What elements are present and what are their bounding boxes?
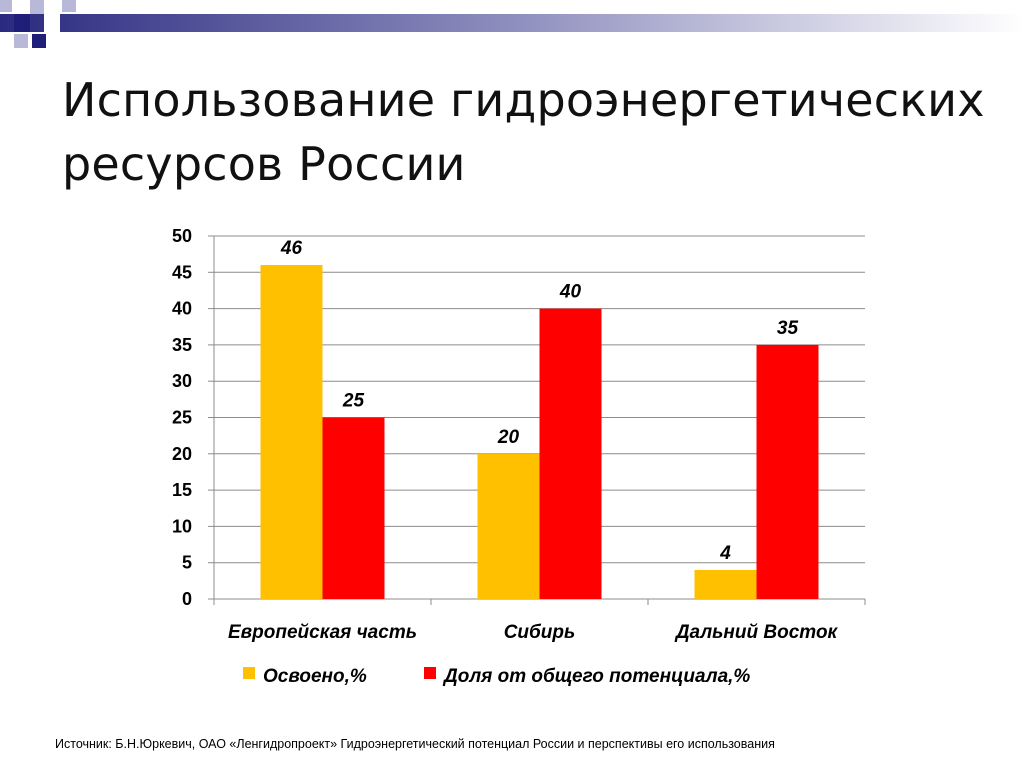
header-square xyxy=(14,14,30,32)
header-square xyxy=(62,0,76,12)
x-tick-label: Дальний Восток xyxy=(674,622,839,643)
y-tick-label: 0 xyxy=(182,589,192,609)
header-square xyxy=(14,34,28,48)
data-label: 40 xyxy=(559,282,582,303)
y-tick-label: 5 xyxy=(182,553,192,573)
header-decoration xyxy=(0,0,1024,48)
title-line-2: ресурсов России xyxy=(62,137,466,191)
y-tick-label: 30 xyxy=(172,371,192,391)
y-tick-label: 40 xyxy=(172,299,192,319)
data-label: 4 xyxy=(719,543,731,564)
bar-potential-share xyxy=(322,417,385,599)
data-label: 46 xyxy=(280,238,303,259)
legend-swatch xyxy=(424,667,436,679)
y-tick-label: 15 xyxy=(172,480,192,500)
header-square xyxy=(44,14,60,32)
x-tick-label: Европейская часть xyxy=(228,622,417,643)
header-square xyxy=(0,0,12,12)
bar-developed xyxy=(260,265,323,599)
y-tick-label: 50 xyxy=(172,226,192,246)
legend-label: Освоено,% xyxy=(263,666,367,687)
y-tick-label: 25 xyxy=(172,408,192,428)
y-tick-label: 45 xyxy=(172,262,192,282)
bar-developed xyxy=(477,453,540,599)
legend-label: Доля от общего потенциала,% xyxy=(442,666,750,687)
header-square xyxy=(30,0,44,14)
header-square xyxy=(32,34,46,48)
bar-potential-share xyxy=(539,308,602,599)
y-tick-label: 10 xyxy=(172,516,192,536)
data-label: 25 xyxy=(342,391,365,412)
bar-potential-share xyxy=(756,344,819,599)
source-note: Источник: Б.Н.Юркевич, ОАО «Ленгидропрое… xyxy=(55,737,775,751)
y-tick-label: 20 xyxy=(172,444,192,464)
header-gradient-bar xyxy=(0,14,1024,32)
bar-chart: 0 5 10 15 20 25 30 35 40 45 50 46 25 Европейская част… xyxy=(172,226,866,687)
title-line-1: Использование гидроэнергетических xyxy=(62,73,985,127)
data-label: 20 xyxy=(497,427,520,448)
data-label: 35 xyxy=(777,318,799,339)
bar-developed xyxy=(694,569,757,599)
legend-swatch xyxy=(243,667,255,679)
x-tick-label: Сибирь xyxy=(504,622,576,643)
page-title: Использование гидроэнергетических ресурс… xyxy=(62,68,992,196)
y-tick-label: 35 xyxy=(172,335,192,355)
